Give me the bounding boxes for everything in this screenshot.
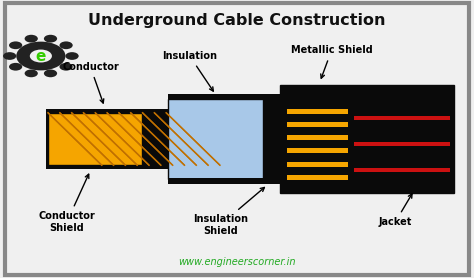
- Circle shape: [25, 35, 38, 43]
- Circle shape: [25, 70, 38, 77]
- Circle shape: [16, 42, 65, 70]
- Bar: [168, 99, 263, 179]
- Bar: [287, 109, 348, 113]
- Text: e: e: [36, 49, 46, 63]
- Circle shape: [30, 49, 52, 63]
- Bar: [287, 175, 348, 180]
- Bar: [143, 124, 168, 154]
- Circle shape: [44, 35, 57, 43]
- Bar: [168, 94, 263, 100]
- Circle shape: [9, 63, 22, 71]
- Circle shape: [65, 52, 79, 60]
- Text: Metallic Shield: Metallic Shield: [291, 46, 373, 78]
- Bar: [48, 113, 143, 165]
- Bar: [287, 162, 348, 167]
- Bar: [46, 109, 173, 169]
- Bar: [280, 85, 455, 193]
- Text: Conductor: Conductor: [62, 62, 119, 103]
- Bar: [354, 168, 450, 172]
- Circle shape: [44, 70, 57, 77]
- Circle shape: [3, 52, 16, 60]
- Circle shape: [9, 41, 22, 49]
- Bar: [287, 135, 348, 140]
- Bar: [168, 178, 263, 184]
- Text: Jacket: Jacket: [379, 194, 412, 227]
- Bar: [48, 113, 143, 165]
- Bar: [354, 116, 450, 120]
- Bar: [354, 142, 450, 147]
- Text: Underground Cable Construction: Underground Cable Construction: [88, 13, 386, 28]
- Text: Conductor
Shield: Conductor Shield: [38, 174, 95, 233]
- Circle shape: [59, 63, 73, 71]
- Bar: [263, 94, 280, 184]
- Bar: [287, 148, 348, 153]
- Text: Insulation: Insulation: [162, 51, 217, 91]
- Bar: [287, 122, 348, 127]
- Text: Insulation
Shield: Insulation Shield: [193, 187, 264, 235]
- Text: www.engineerscorner.in: www.engineerscorner.in: [178, 257, 296, 267]
- Circle shape: [59, 41, 73, 49]
